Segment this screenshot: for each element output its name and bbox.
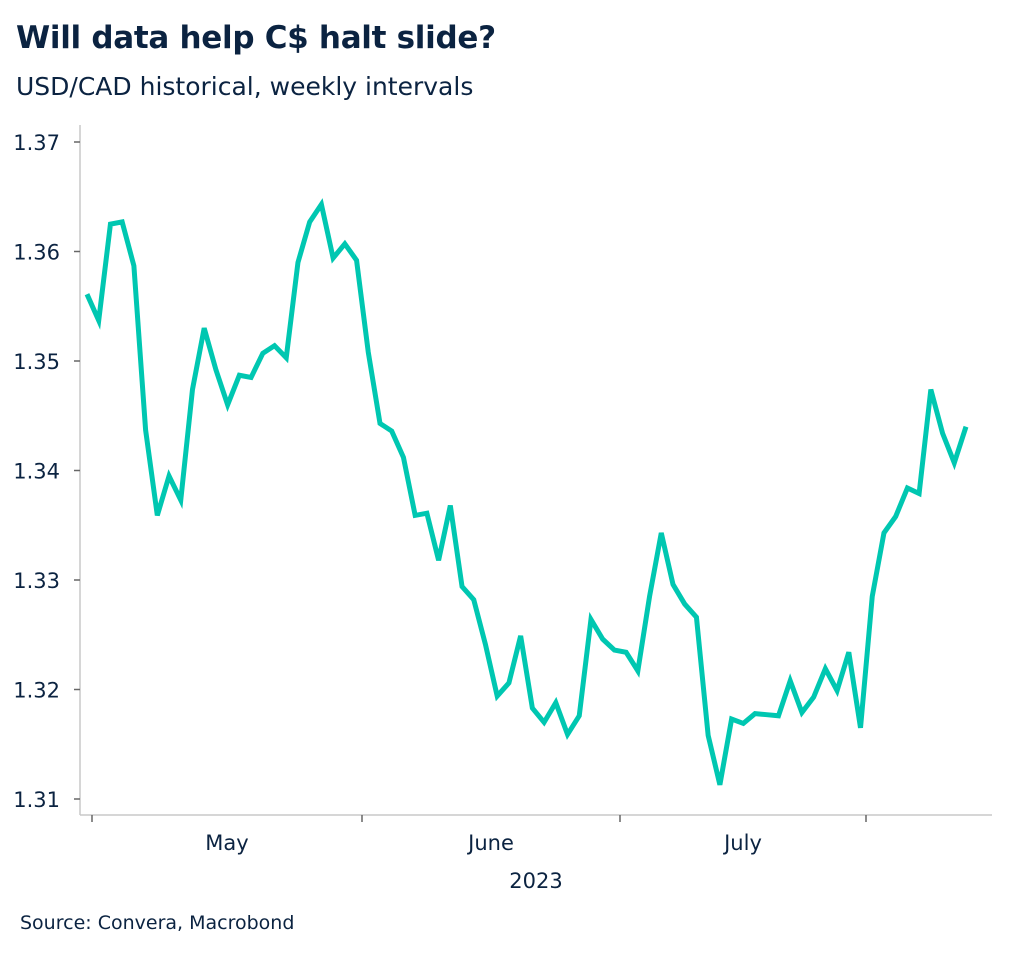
y-tick-label: 1.36: [13, 241, 60, 265]
x-tick-label: June: [466, 831, 514, 855]
y-tick-label: 1.35: [13, 350, 60, 374]
chart-title: Will data help C$ halt slide?: [16, 20, 496, 56]
x-tick-label: July: [722, 831, 762, 855]
y-tick-label: 1.37: [13, 131, 60, 155]
x-axis-label: 2023: [509, 869, 562, 893]
x-tick-label: May: [205, 831, 248, 855]
chart-subtitle: USD/CAD historical, weekly intervals: [16, 72, 474, 101]
y-tick-label: 1.31: [13, 788, 60, 812]
y-tick-label: 1.32: [13, 679, 60, 703]
source-note: Source: Convera, Macrobond: [20, 912, 295, 934]
y-tick-label: 1.34: [13, 460, 60, 484]
y-tick-label: 1.33: [13, 569, 60, 593]
series-line: [84, 198, 969, 786]
